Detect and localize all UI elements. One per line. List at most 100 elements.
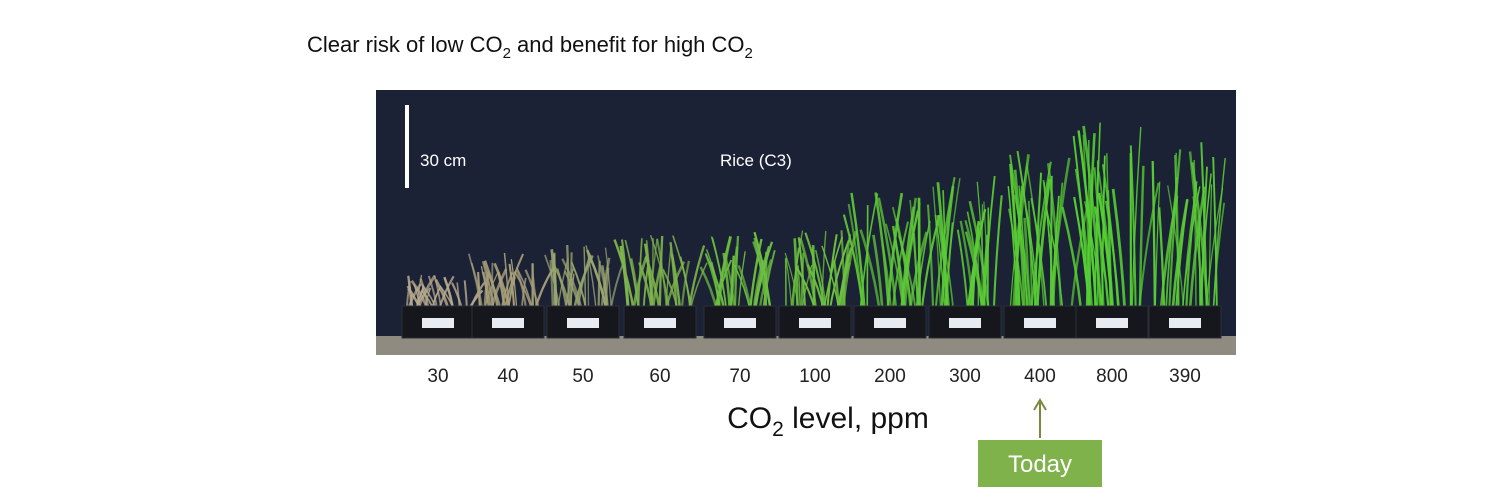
co2-level-label: 800 <box>1096 366 1128 387</box>
co2-level-label: 200 <box>874 366 906 387</box>
pot-tag <box>422 318 454 328</box>
grass-blade <box>793 238 800 313</box>
grass-blade <box>842 214 865 313</box>
grass-blade <box>1009 166 1028 313</box>
grass-blade <box>822 236 843 313</box>
grass-blade <box>1111 188 1127 313</box>
grass-blade <box>1023 217 1031 313</box>
co2-level-label: 390 <box>1169 366 1201 387</box>
pot-tag <box>492 318 524 328</box>
grass-blade <box>1212 156 1218 313</box>
pot-tag <box>644 318 676 328</box>
co2-level-label: 60 <box>649 366 670 387</box>
title-text: and benefit for high CO <box>511 32 745 57</box>
grass-blade <box>912 233 919 313</box>
title-subscript: 2 <box>503 45 511 62</box>
grass-blade <box>1151 160 1157 313</box>
title-subscript: 2 <box>745 45 753 62</box>
marker-arrowhead <box>1033 398 1047 411</box>
grass-blade <box>932 186 942 313</box>
title-text: Clear risk of low CO <box>307 32 503 57</box>
pot-tag <box>1169 318 1201 328</box>
grass-blade <box>850 192 866 313</box>
grass-blade <box>828 239 850 313</box>
grass-blade <box>1013 194 1033 313</box>
grass-blade <box>1082 125 1103 313</box>
axis-label-text: CO <box>727 402 772 435</box>
co2-level-label: 40 <box>497 366 518 387</box>
grass-blade <box>1030 161 1052 313</box>
grass-blade <box>976 181 986 313</box>
pot <box>471 305 545 339</box>
co2-level-label: 30 <box>427 366 448 387</box>
grass-blade <box>1061 206 1083 313</box>
grass-blade <box>1158 207 1166 313</box>
grass-blade <box>956 229 969 313</box>
grass-blade <box>1137 182 1160 313</box>
pot-tag <box>799 318 831 328</box>
pot-tag <box>567 318 599 328</box>
grass-blade <box>1168 149 1182 313</box>
grass-blade <box>1190 162 1210 313</box>
co2-level-label: 100 <box>799 366 831 387</box>
photo: 30 cm Rice (C3) <box>376 90 1236 355</box>
axis-label-text: level, ppm <box>784 402 929 435</box>
photo-caption: Rice (C3) <box>720 151 792 170</box>
slide-title: Clear risk of low CO2 and benefit for hi… <box>307 32 753 62</box>
grass-blade <box>1074 168 1094 313</box>
grass-blade <box>966 208 987 313</box>
grass-blade <box>1077 130 1098 313</box>
grass-blade <box>877 197 898 313</box>
grass-blade <box>1033 172 1043 313</box>
co2-level-label: 70 <box>729 366 750 387</box>
grass-blade <box>1070 204 1089 313</box>
grass-blade <box>711 237 728 313</box>
grass-blade <box>1212 202 1226 313</box>
co2-levels: 30 40 50 60 70 100 200 300 400 800 390 <box>427 366 1200 387</box>
grass-blade <box>752 241 773 313</box>
grass-blade <box>1035 178 1051 313</box>
grass-blade <box>1165 176 1179 313</box>
co2-level-label: 400 <box>1024 366 1056 387</box>
grass-blade <box>797 237 807 313</box>
marker-label: Today <box>1008 451 1072 478</box>
pot <box>546 305 620 339</box>
grass-blade <box>866 205 869 313</box>
grass-blade <box>1175 152 1180 313</box>
grass-blade <box>942 190 948 313</box>
grass-blade <box>983 201 990 313</box>
pots <box>401 305 1222 339</box>
grass-blade <box>1014 185 1023 313</box>
axis-label: CO2 level, ppm <box>727 402 929 441</box>
grass-blade <box>1199 173 1212 313</box>
grass-blade <box>903 197 917 313</box>
grass-blade <box>1200 166 1208 313</box>
grass-blade <box>799 237 818 313</box>
grass-blade <box>917 197 921 313</box>
grass-blade <box>885 223 905 313</box>
axis-label-subscript: 2 <box>772 418 784 441</box>
grass-blade <box>992 195 1003 313</box>
pot-tag <box>949 318 981 328</box>
co2-level-label: 50 <box>572 366 593 387</box>
grass-blade <box>645 240 653 313</box>
grass-blade <box>1013 169 1027 313</box>
grass-blade <box>1097 192 1114 313</box>
plants <box>405 122 1226 313</box>
grass-blade <box>1008 208 1025 313</box>
marker-box <box>978 440 1102 487</box>
grass-blade <box>804 232 827 313</box>
grass-blade <box>1009 163 1021 313</box>
grass-blade <box>966 211 983 313</box>
grass-blade <box>859 229 882 313</box>
pot-tag <box>1096 318 1128 328</box>
grass-blade <box>1049 175 1053 313</box>
grass-blade <box>891 206 913 313</box>
grass-blade <box>872 234 884 313</box>
grass-blade <box>926 204 935 313</box>
grass-blade <box>1131 126 1142 313</box>
co2-level-label: 300 <box>949 366 981 387</box>
pot-tag <box>1024 318 1056 328</box>
grass-blade <box>1208 184 1213 313</box>
